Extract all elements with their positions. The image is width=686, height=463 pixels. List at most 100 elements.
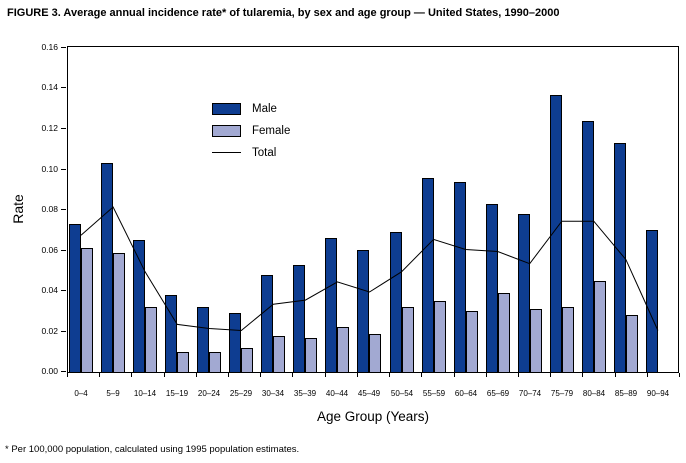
x-category-label: 55–59 <box>422 389 446 398</box>
legend-label-male: Male <box>252 102 277 115</box>
female-bar <box>369 334 381 372</box>
x-category-label: 45–49 <box>357 389 381 398</box>
x-tick <box>131 373 132 377</box>
legend-label-total: Total <box>252 146 277 159</box>
x-tick <box>99 373 100 377</box>
female-bar <box>626 315 638 372</box>
x-category-label: 0–4 <box>74 389 88 398</box>
legend-label-female: Female <box>252 124 291 137</box>
x-tick <box>292 373 293 377</box>
male-bar <box>582 121 594 372</box>
x-tick <box>389 373 390 377</box>
x-category-label: 90–94 <box>646 389 670 398</box>
x-tick <box>228 373 229 377</box>
y-tick-label: 0.16 <box>41 42 58 52</box>
y-tick <box>61 87 66 88</box>
x-tick <box>647 373 648 377</box>
x-tick <box>421 373 422 377</box>
male-bar <box>229 313 241 372</box>
male-bar <box>454 182 466 372</box>
x-tick <box>518 373 519 377</box>
y-tick <box>61 371 66 372</box>
x-category-label: 75–79 <box>550 389 574 398</box>
footnote: * Per 100,000 population, calculated usi… <box>5 444 300 455</box>
x-category-label: 70–74 <box>518 389 542 398</box>
plot-area <box>67 46 679 373</box>
male-bar <box>486 204 498 372</box>
male-bar <box>550 95 562 372</box>
female-bar <box>466 311 478 372</box>
male-bar <box>646 230 658 372</box>
female-bar <box>562 307 574 372</box>
x-tick <box>486 373 487 377</box>
y-tick <box>61 331 66 332</box>
female-bar <box>81 248 93 372</box>
male-bar <box>518 214 530 372</box>
x-category-label: 60–64 <box>454 389 478 398</box>
y-tick-label: 0.14 <box>41 82 58 92</box>
x-category-label: 65–69 <box>486 389 510 398</box>
total-line-icon <box>212 152 241 153</box>
male-bar <box>390 232 402 372</box>
female-bar <box>241 348 253 372</box>
male-bar <box>614 143 626 372</box>
x-category-label: 15–19 <box>165 389 189 398</box>
y-tick <box>61 209 66 210</box>
male-bar <box>133 240 145 372</box>
male-bar <box>293 265 305 372</box>
x-tick <box>582 373 583 377</box>
x-tick <box>550 373 551 377</box>
x-tick <box>679 373 680 377</box>
y-tick <box>61 169 66 170</box>
female-bar <box>434 301 446 372</box>
x-tick <box>196 373 197 377</box>
legend: Male Female Total <box>212 102 290 168</box>
x-tick <box>357 373 358 377</box>
y-tick-label: 0.00 <box>41 366 58 376</box>
x-category-label: 25–29 <box>229 389 253 398</box>
x-tick <box>615 373 616 377</box>
female-bar <box>177 352 189 372</box>
x-category-label: 35–39 <box>293 389 317 398</box>
legend-row-total: Total <box>212 146 290 159</box>
female-bar <box>498 293 510 372</box>
y-tick <box>61 128 66 129</box>
y-tick <box>61 47 66 48</box>
legend-row-female: Female <box>212 124 290 137</box>
female-bar <box>113 253 125 372</box>
male-bar <box>101 163 113 372</box>
x-tick <box>325 373 326 377</box>
male-bar <box>422 178 434 372</box>
y-tick-label: 0.04 <box>41 285 58 295</box>
female-bar <box>145 307 157 372</box>
y-tick <box>61 250 66 251</box>
x-tick <box>260 373 261 377</box>
y-tick <box>61 290 66 291</box>
x-category-label: 50–54 <box>390 389 414 398</box>
male-bar <box>357 250 369 372</box>
y-tick-label: 0.02 <box>41 326 58 336</box>
x-category-label: 5–9 <box>106 389 120 398</box>
female-bar <box>305 338 317 372</box>
x-category-label: 85–89 <box>614 389 638 398</box>
x-tick <box>454 373 455 377</box>
y-tick-label: 0.08 <box>41 204 58 214</box>
y-tick-label: 0.12 <box>41 123 58 133</box>
female-bar <box>337 327 349 372</box>
x-tick <box>164 373 165 377</box>
x-axis-title: Age Group (Years) <box>316 409 430 424</box>
figure-title: FIGURE 3. Average annual incidence rate*… <box>7 7 560 19</box>
y-tick-label: 0.06 <box>41 245 58 255</box>
x-tick <box>67 373 68 377</box>
x-category-label: 20–24 <box>197 389 221 398</box>
male-bar <box>197 307 209 372</box>
y-tick-label: 0.10 <box>41 164 58 174</box>
male-bar <box>69 224 81 372</box>
male-bar <box>325 238 337 372</box>
y-axis-title: Rate <box>10 194 26 224</box>
x-category-label: 40–44 <box>325 389 349 398</box>
female-bar <box>273 336 285 372</box>
female-bar <box>402 307 414 372</box>
female-swatch-icon <box>212 124 241 137</box>
